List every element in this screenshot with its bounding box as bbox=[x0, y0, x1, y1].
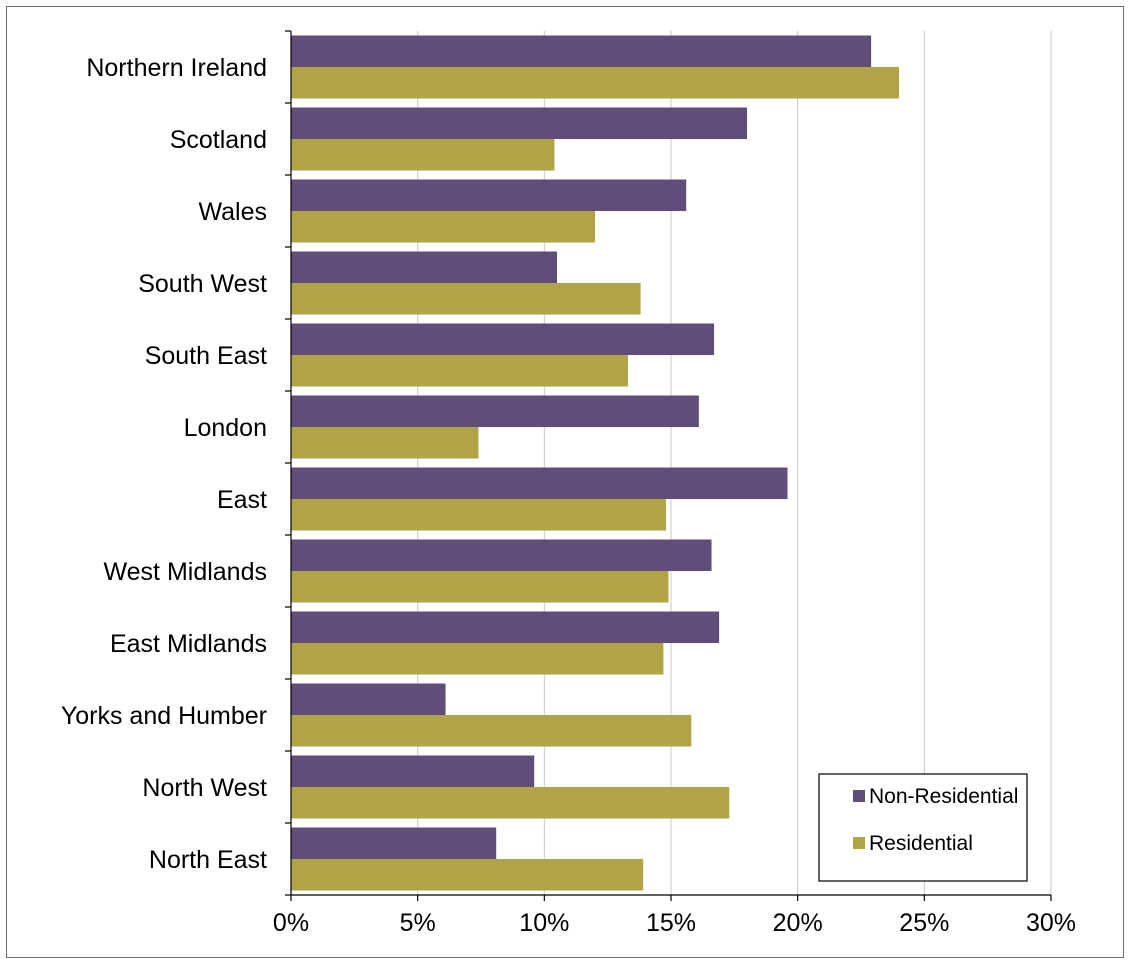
legend-label-1: Residential bbox=[869, 832, 973, 855]
bar-nonres-1 bbox=[291, 107, 747, 139]
bar-nonres-3 bbox=[291, 251, 557, 283]
category-label-11: North East bbox=[149, 846, 267, 874]
bar-nonres-4 bbox=[291, 323, 715, 355]
bar-res-8 bbox=[291, 643, 664, 675]
category-label-1: Scotland bbox=[170, 126, 267, 154]
bar-res-10 bbox=[291, 787, 730, 819]
legend: Non-Residential Residential bbox=[818, 773, 1028, 882]
x-tick-label-4: 20% bbox=[773, 909, 823, 937]
bar-res-4 bbox=[291, 355, 628, 387]
x-tick-label-5: 25% bbox=[899, 909, 949, 937]
x-tick-label-2: 10% bbox=[519, 909, 569, 937]
x-tick-labels: 0% 5% 10% 15% 20% 25% 30% bbox=[273, 909, 1076, 937]
category-label-2: Wales bbox=[198, 198, 267, 226]
legend-label-0: Non-Residential bbox=[869, 785, 1018, 808]
category-label-7: West Midlands bbox=[104, 558, 268, 586]
bar-res-2 bbox=[291, 211, 595, 243]
category-label-6: East bbox=[217, 486, 267, 514]
bar-res-11 bbox=[291, 859, 644, 891]
bar-nonres-2 bbox=[291, 179, 687, 211]
x-tick-label-1: 5% bbox=[400, 909, 436, 937]
bar-nonres-10 bbox=[291, 755, 535, 787]
bar-nonres-9 bbox=[291, 683, 446, 715]
bars bbox=[291, 35, 899, 891]
bar-nonres-6 bbox=[291, 467, 788, 499]
bar-res-6 bbox=[291, 499, 666, 531]
bar-nonres-5 bbox=[291, 395, 699, 427]
category-label-4: South East bbox=[145, 342, 267, 370]
bar-nonres-8 bbox=[291, 611, 720, 643]
category-label-3: South West bbox=[138, 270, 267, 298]
category-label-0: Northern Ireland bbox=[86, 54, 267, 82]
x-tick-label-6: 30% bbox=[1026, 909, 1076, 937]
category-label-10: North West bbox=[142, 774, 267, 802]
bar-res-3 bbox=[291, 283, 641, 315]
bar-nonres-11 bbox=[291, 827, 497, 859]
bar-nonres-7 bbox=[291, 539, 712, 571]
bar-chart: Northern Ireland Scotland Wales South West S… bbox=[61, 30, 1076, 937]
category-label-8: East Midlands bbox=[110, 630, 267, 658]
category-label-9: Yorks and Humber bbox=[61, 702, 267, 730]
bar-res-0 bbox=[291, 67, 899, 99]
x-tick-label-0: 0% bbox=[273, 909, 309, 937]
legend-swatch-0 bbox=[853, 790, 865, 802]
bar-res-7 bbox=[291, 571, 669, 603]
bar-res-1 bbox=[291, 139, 555, 171]
x-tick-label-3: 15% bbox=[646, 909, 696, 937]
category-label-5: London bbox=[184, 414, 267, 442]
legend-swatch-1 bbox=[853, 837, 865, 849]
bar-nonres-0 bbox=[291, 35, 872, 67]
chart-frame: Northern Ireland Scotland Wales South West S… bbox=[6, 6, 1124, 958]
axes bbox=[285, 30, 1052, 901]
category-labels: Northern Ireland Scotland Wales South West S… bbox=[61, 54, 267, 874]
bar-res-5 bbox=[291, 427, 479, 459]
grid-lines bbox=[417, 31, 1052, 895]
bar-res-9 bbox=[291, 715, 692, 747]
